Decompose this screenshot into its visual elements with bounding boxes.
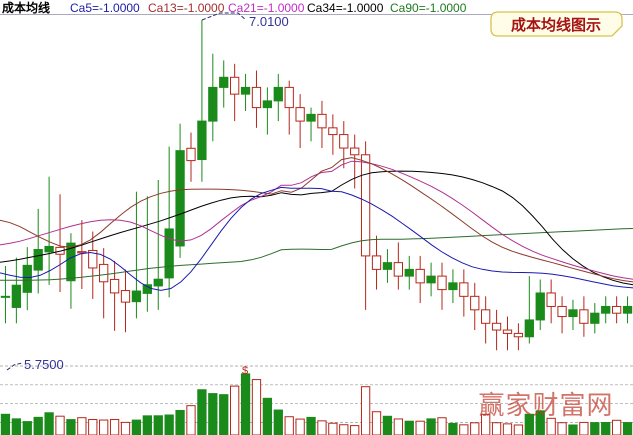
svg-text:$: $ bbox=[242, 365, 248, 377]
svg-text:成本均线图示: 成本均线图示 bbox=[511, 16, 601, 34]
svg-text:赢家财富网: 赢家财富网 bbox=[478, 391, 613, 420]
svg-text:7.0100: 7.0100 bbox=[249, 14, 289, 29]
svg-text:5.7500: 5.7500 bbox=[24, 357, 64, 372]
